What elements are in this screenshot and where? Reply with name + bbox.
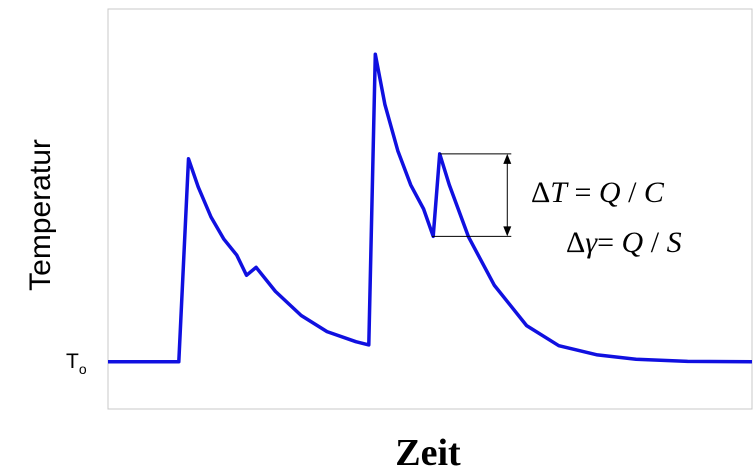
x-axis-label: Zeit [395, 432, 461, 470]
y-tick-label-t0: To [66, 350, 87, 377]
bracket-arrow-up [503, 153, 512, 164]
bracket-arrow-down [503, 226, 512, 237]
plot-frame [107, 8, 753, 410]
y-axis-label: Temperatur [24, 139, 57, 291]
temperature-curve [108, 52, 753, 364]
delta-t-bracket [432, 153, 512, 237]
equation-delta-gamma: Δγ= Q / S [566, 226, 682, 259]
equation-delta-t: ΔT = Q / C [531, 176, 665, 209]
